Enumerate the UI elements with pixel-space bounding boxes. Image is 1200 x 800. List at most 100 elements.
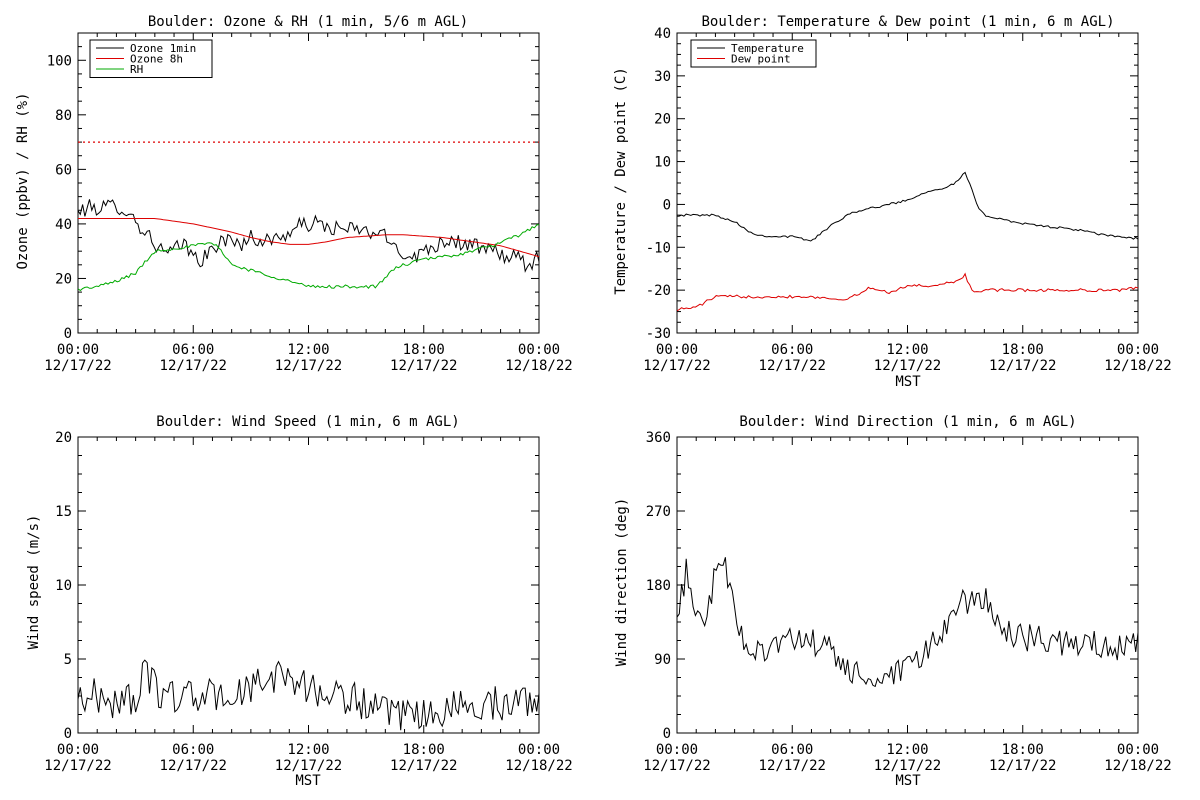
x-tick-time-label: 18:00: [1002, 742, 1044, 758]
plot-frame: [676, 436, 1139, 734]
ozone-rh-panel: Boulder: Ozone & RH (1 min, 5/6 m AGL) O…: [15, 14, 573, 374]
y-tick-label: 90: [654, 652, 671, 668]
x-tick-date-label: 12/17/22: [759, 358, 826, 374]
y-tick-label: 0: [663, 197, 671, 213]
y-tick-label: 30: [654, 69, 671, 85]
y-tick-label: 360: [646, 430, 671, 446]
x-tick-date-label: 12/17/22: [160, 758, 227, 774]
legend-label: Ozone 8h: [130, 53, 183, 66]
y-tick-label: 20: [55, 430, 72, 446]
y-axis-label: Ozone (ppbv) / RH (%): [15, 92, 31, 269]
x-tick-time-label: 06:00: [172, 342, 214, 358]
y-tick-label: 180: [646, 578, 671, 594]
plot-area: [78, 659, 539, 731]
x-tick-date-label: 12/17/22: [989, 758, 1056, 774]
series-line: [78, 659, 539, 731]
x-axis-label: MST: [295, 773, 321, 789]
panel-title: Boulder: Wind Direction (1 min, 6 m AGL): [739, 414, 1076, 430]
x-tick-date-label: 12/17/22: [275, 758, 342, 774]
plot-frame: [676, 32, 1139, 334]
x-tick-date-label: 12/17/22: [643, 758, 710, 774]
x-tick-time-label: 00:00: [656, 342, 698, 358]
x-tick-time-label: 00:00: [1117, 742, 1159, 758]
plot-frame: [77, 436, 540, 734]
series-line: [677, 171, 1138, 242]
y-tick-label: 0: [64, 326, 72, 342]
y-tick-label: 80: [55, 108, 72, 124]
x-tick-date-label: 12/17/22: [275, 358, 342, 374]
y-tick-label: 5: [64, 652, 72, 668]
x-tick-date-label: 12/17/22: [390, 358, 457, 374]
temperature-dewpoint-panel: Boulder: Temperature & Dew point (1 min,…: [613, 14, 1172, 390]
y-tick-label: 15: [55, 504, 72, 520]
panel-title: Boulder: Wind Speed (1 min, 6 m AGL): [156, 414, 459, 430]
x-tick-time-label: 00:00: [57, 742, 99, 758]
x-tick-date-label: 12/18/22: [1104, 758, 1171, 774]
y-tick-label: 100: [47, 53, 72, 69]
series-line: [78, 218, 539, 258]
plot-area: [677, 171, 1138, 312]
series-line: [677, 272, 1138, 312]
legend-label: RH: [130, 63, 143, 76]
x-tick-time-label: 00:00: [1117, 342, 1159, 358]
wind-direction-panel: Boulder: Wind Direction (1 min, 6 m AGL)…: [614, 414, 1172, 789]
x-tick-date-label: 12/17/22: [874, 358, 941, 374]
y-tick-label: 10: [654, 155, 671, 171]
x-tick-time-label: 00:00: [518, 742, 560, 758]
legend-box: [690, 39, 817, 68]
panel-title: Boulder: Temperature & Dew point (1 min,…: [701, 14, 1114, 30]
legend-label: Temperature: [731, 42, 804, 55]
series-line: [78, 199, 539, 273]
y-tick-label: -30: [646, 326, 671, 342]
x-tick-time-label: 12:00: [287, 742, 329, 758]
x-tick-time-label: 18:00: [403, 342, 445, 358]
x-tick-time-label: 12:00: [886, 742, 928, 758]
x-tick-time-label: 00:00: [57, 342, 99, 358]
y-tick-label: 270: [646, 504, 671, 520]
x-tick-time-label: 18:00: [403, 742, 445, 758]
x-tick-date-label: 12/17/22: [874, 758, 941, 774]
x-tick-time-label: 12:00: [287, 342, 329, 358]
x-tick-time-label: 00:00: [518, 342, 560, 358]
y-axis-label: Wind direction (deg): [614, 498, 630, 667]
x-tick-time-label: 06:00: [771, 342, 813, 358]
x-tick-date-label: 12/17/22: [759, 758, 826, 774]
y-tick-label: 10: [55, 578, 72, 594]
x-tick-date-label: 12/18/22: [505, 358, 572, 374]
y-tick-label: 40: [55, 217, 72, 233]
series-line: [677, 557, 1138, 688]
y-tick-label: 0: [64, 726, 72, 742]
y-axis-label: Wind speed (m/s): [26, 515, 42, 650]
x-tick-time-label: 06:00: [771, 742, 813, 758]
y-tick-label: -20: [646, 283, 671, 299]
y-tick-label: 20: [654, 112, 671, 128]
y-axis-label: Temperature / Dew point (C): [613, 67, 629, 295]
x-tick-time-label: 12:00: [886, 342, 928, 358]
x-axis-label: MST: [895, 773, 921, 789]
x-tick-date-label: 12/17/22: [44, 758, 111, 774]
y-tick-label: 40: [654, 26, 671, 42]
y-tick-label: 0: [663, 726, 671, 742]
plot-area: [78, 141, 539, 292]
y-tick-label: 60: [55, 162, 72, 178]
series-line: [78, 224, 539, 292]
y-tick-label: 20: [55, 271, 72, 287]
legend-label: Ozone 1min: [130, 42, 196, 55]
panel-title: Boulder: Ozone & RH (1 min, 5/6 m AGL): [148, 14, 468, 30]
wind-speed-panel: Boulder: Wind Speed (1 min, 6 m AGL) Win…: [26, 414, 573, 789]
x-tick-date-label: 12/17/22: [989, 358, 1056, 374]
legend-label: Dew point: [731, 53, 791, 66]
x-tick-date-label: 12/17/22: [160, 358, 227, 374]
y-tick-label: -10: [646, 240, 671, 256]
x-tick-date-label: 12/18/22: [1104, 358, 1171, 374]
x-tick-time-label: 06:00: [172, 742, 214, 758]
x-tick-time-label: 00:00: [656, 742, 698, 758]
x-tick-time-label: 18:00: [1002, 342, 1044, 358]
x-tick-date-label: 12/17/22: [390, 758, 457, 774]
x-axis-label: MST: [895, 374, 921, 390]
x-tick-date-label: 12/17/22: [643, 358, 710, 374]
x-tick-date-label: 12/18/22: [505, 758, 572, 774]
x-tick-date-label: 12/17/22: [44, 358, 111, 374]
plot-area: [677, 557, 1138, 688]
